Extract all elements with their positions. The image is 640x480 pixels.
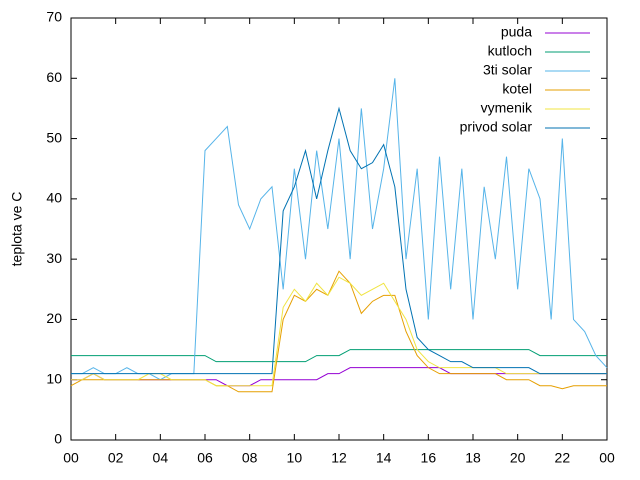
legend-label: 3ti solar	[483, 62, 532, 78]
x-tick-label: 10	[287, 450, 303, 466]
x-tick-label: 08	[242, 450, 258, 466]
x-tick-label: 12	[331, 450, 347, 466]
legend-label: puda	[501, 24, 532, 40]
x-tick-label: 14	[376, 450, 392, 466]
series-line	[71, 276, 607, 387]
x-tick-label: 20	[510, 450, 526, 466]
series-line	[70, 270, 607, 393]
series-line	[71, 106, 607, 375]
x-tick-label: 00	[599, 450, 615, 466]
x-tick-label: 00	[63, 450, 79, 466]
x-tick-label: 18	[465, 450, 481, 466]
y-tick-label: 0	[54, 431, 62, 447]
y-tick-label: 70	[46, 9, 62, 25]
y-tick-label: 30	[46, 250, 62, 266]
series-line	[71, 349, 607, 363]
x-tick-label: 16	[421, 450, 437, 466]
y-tick-label: 60	[46, 69, 62, 85]
y-axis-label: teplota ve C	[9, 192, 25, 267]
y-tick-label: 10	[46, 370, 62, 386]
legend-label: kotel	[502, 81, 532, 97]
x-tick-label: 04	[153, 450, 169, 466]
y-tick-label: 20	[46, 310, 62, 326]
x-tick-label: 02	[108, 450, 124, 466]
y-tick-label: 40	[46, 190, 62, 206]
legend-label: privod solar	[460, 119, 533, 135]
series-line	[71, 367, 607, 387]
legend-label: vymenik	[481, 100, 533, 116]
legend-label: kutloch	[488, 43, 532, 59]
x-tick-label: 06	[197, 450, 213, 466]
y-tick-label: 50	[46, 129, 62, 145]
x-tick-label: 22	[555, 450, 571, 466]
